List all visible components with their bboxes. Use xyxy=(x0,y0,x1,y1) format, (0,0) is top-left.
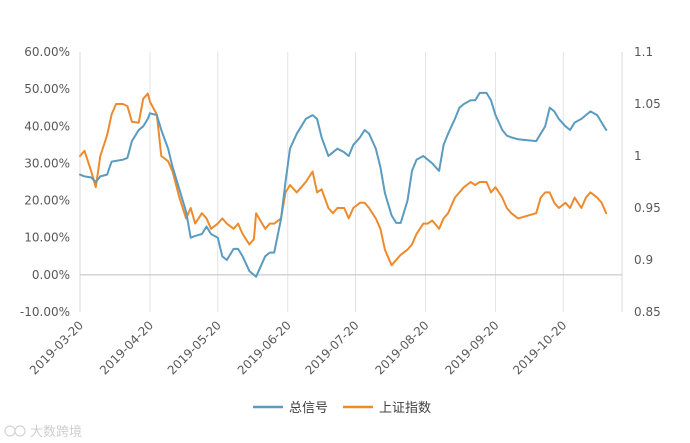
legend-item-shanghai-index: 上证指数 xyxy=(343,401,431,416)
x-tick-label: 2019-09-20 xyxy=(442,318,501,377)
x-tick-label: 2019-05-20 xyxy=(165,318,224,377)
watermark-text: 大数跨境 xyxy=(30,425,82,440)
left-y-tick-label: 10.00% xyxy=(24,231,70,245)
x-axis-tick-labels: 2019-03-20 2019-04-20 2019-05-20 2019-06-20… xyxy=(27,318,570,377)
series-layer xyxy=(79,91,608,278)
left-y-tick-label: 50.00% xyxy=(24,82,70,96)
vertical-gridlines xyxy=(79,52,564,312)
left-y-tick-label: 40.00% xyxy=(24,119,70,133)
left-y-tick-label: 60.00% xyxy=(24,45,70,59)
watermark-logo-icon xyxy=(4,425,26,437)
x-tick-label: 2019-03-20 xyxy=(27,318,86,377)
series-line-shanghai-index xyxy=(79,92,608,267)
legend-label-total-signal: 总信号 xyxy=(289,401,328,416)
x-tick-label: 2019-04-20 xyxy=(97,318,156,377)
x-tick-label: 2019-06-20 xyxy=(235,318,294,377)
left-y-tick-label: -10.00% xyxy=(20,305,70,319)
left-y-tick-label: 20.00% xyxy=(24,194,70,208)
left-y-tick-label: 30.00% xyxy=(24,156,70,170)
watermark: 大数跨境 xyxy=(4,425,82,440)
right-y-tick-label: 0.85 xyxy=(634,305,661,319)
legend: 总信号 上证指数 xyxy=(253,401,431,416)
right-y-tick-label: 1.1 xyxy=(634,45,653,59)
left-axis-tick-labels: -10.00% 0.00% 10.00% 20.00% 30.00% 40.00% 50.0… xyxy=(20,45,70,319)
right-y-tick-label: 0.95 xyxy=(634,201,661,215)
series-line-total-signal xyxy=(79,91,608,278)
legend-item-total-signal: 总信号 xyxy=(253,401,328,416)
right-y-tick-label: 1.05 xyxy=(634,97,661,111)
right-y-tick-label: 1 xyxy=(634,149,642,163)
right-axis-tick-labels: 0.85 0.9 0.95 1 1.05 1.1 xyxy=(634,45,661,319)
plot-frame xyxy=(79,52,623,312)
left-y-tick-label: 0.00% xyxy=(32,268,70,282)
legend-label-shanghai-index: 上证指数 xyxy=(379,401,431,416)
x-tick-label: 2019-08-20 xyxy=(372,318,431,377)
right-y-tick-label: 0.9 xyxy=(634,253,653,267)
x-tick-label: 2019-10-20 xyxy=(510,318,569,377)
x-tick-label: 2019-07-20 xyxy=(302,318,361,377)
